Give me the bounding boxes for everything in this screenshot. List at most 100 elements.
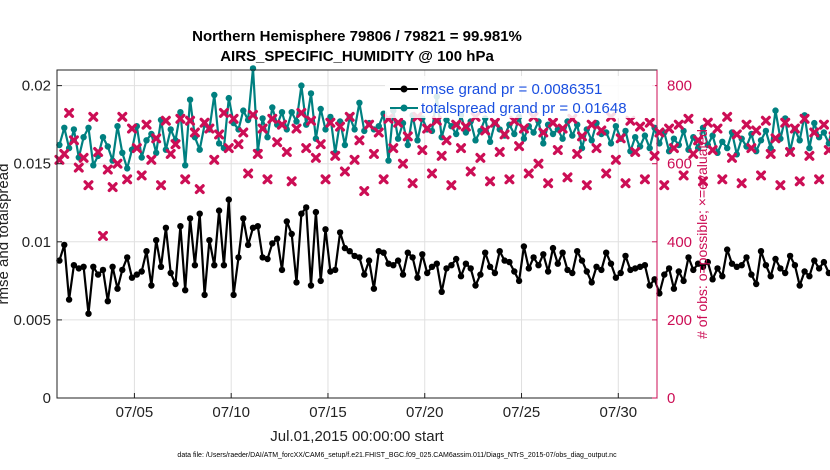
totalspread-point (61, 124, 68, 131)
rmse-point (124, 254, 131, 261)
obs-evaluated-marker (204, 123, 215, 134)
totalspread-point (549, 130, 557, 138)
obs-evaluated-marker (315, 139, 326, 150)
obs-evaluated-marker (214, 129, 225, 140)
rmse-point (327, 268, 334, 275)
obs-evaluated-marker (136, 170, 147, 181)
obs-evaluated-marker (823, 145, 830, 156)
rmse-point (211, 262, 218, 269)
rmse-point (385, 260, 392, 267)
obs-evaluated-marker (122, 174, 133, 185)
y-tick-label-right: 400 (667, 234, 692, 251)
rmse-point (772, 255, 779, 263)
rmse-point (186, 215, 194, 222)
totalspread-point (641, 132, 649, 139)
totalspread-point (772, 107, 779, 114)
rmse-point (632, 265, 639, 272)
obs-evaluated-marker (93, 147, 104, 157)
obs-evaluated-marker (799, 113, 810, 124)
rmse-point (603, 249, 610, 256)
rmse-point (143, 248, 150, 255)
totalspread-point (317, 105, 324, 113)
obs-evaluated-marker (543, 178, 554, 189)
rmse-point (467, 265, 474, 272)
rmse-point (540, 251, 547, 258)
rmse-point (148, 282, 155, 289)
obs-evaluated-marker (504, 174, 515, 185)
obs-evaluated-marker (388, 143, 399, 154)
rmse-point (283, 218, 290, 225)
obs-evaluated-marker (393, 117, 404, 128)
x-tick-label: 07/25 (503, 404, 541, 421)
obs-evaluated-marker (514, 141, 525, 152)
rmse-point (182, 287, 189, 294)
totalspread-point (153, 149, 160, 156)
rmse-point (99, 266, 107, 274)
obs-evaluated-marker (180, 174, 191, 185)
rmse-point (380, 249, 387, 256)
series-layer (54, 65, 830, 317)
totalspread-point (646, 144, 653, 152)
rmse-point (220, 262, 228, 269)
obs-evaluated-marker (286, 176, 297, 187)
legend: rmse grand pr = 0.0086351 totalspread gr… (385, 76, 655, 118)
obs-evaluated-marker (635, 121, 646, 132)
y-tick-label: 0.005 (13, 312, 51, 329)
obs-evaluated-marker (427, 168, 437, 179)
totalspread-point (351, 126, 358, 133)
obs-evaluated-marker (310, 152, 321, 163)
obs-evaluated-marker (480, 125, 491, 136)
obs-evaluated-marker (552, 145, 563, 156)
rmse-point (641, 262, 649, 269)
obs-evaluated-marker (601, 168, 612, 179)
obs-evaluated-marker (494, 147, 505, 157)
totalspread-point (588, 137, 595, 144)
series-obs-evaluated (54, 107, 830, 241)
rmse-point (453, 255, 460, 263)
rmse-point (235, 254, 242, 261)
totalspread-point (278, 109, 286, 116)
obs-evaluated-marker (547, 117, 558, 128)
rmse-point (312, 208, 320, 216)
rmse-point (786, 252, 794, 260)
obs-evaluated-marker (102, 164, 113, 175)
totalspread-point (225, 94, 232, 102)
obs-evaluated-marker (760, 115, 771, 126)
rmse-point (820, 258, 828, 266)
rmse-point (109, 263, 116, 270)
obs-evaluated-marker (354, 135, 365, 146)
obs-evaluated-marker (562, 172, 573, 183)
y-tick-label: 0.02 (22, 78, 51, 95)
rmse-point (274, 235, 281, 242)
rmse-point (230, 291, 237, 299)
totalspread-point (757, 137, 765, 144)
rmse-point (506, 258, 513, 266)
rmse-point (680, 277, 687, 285)
obs-evaluated-marker (160, 115, 171, 126)
rmse-point (244, 241, 252, 249)
rmse-point (351, 252, 358, 260)
y-tick-label-right: 800 (667, 78, 692, 95)
obs-evaluated-marker (344, 111, 355, 122)
series-rmse (56, 196, 830, 317)
obs-evaluated-marker (330, 150, 341, 161)
obs-evaluated-marker (107, 182, 118, 193)
obs-evaluated-marker (339, 166, 350, 177)
rmse-point (104, 298, 112, 305)
rmse-point (162, 224, 170, 231)
rmse-point (743, 254, 750, 261)
obs-evaluated-marker (402, 131, 413, 142)
rmse-point (448, 262, 455, 269)
rmse-point (341, 244, 349, 252)
rmse-point (627, 266, 634, 274)
rmse-point (365, 257, 373, 264)
rmse-point (128, 274, 136, 281)
totalspread-point (182, 162, 189, 169)
totalspread-point (709, 132, 716, 139)
obs-evaluated-marker (151, 133, 162, 144)
rmse-point (61, 241, 68, 249)
totalspread-point (80, 134, 87, 141)
obs-evaluated-marker (591, 143, 602, 154)
rmse-point (578, 257, 586, 264)
obs-evaluated-marker (296, 107, 307, 118)
